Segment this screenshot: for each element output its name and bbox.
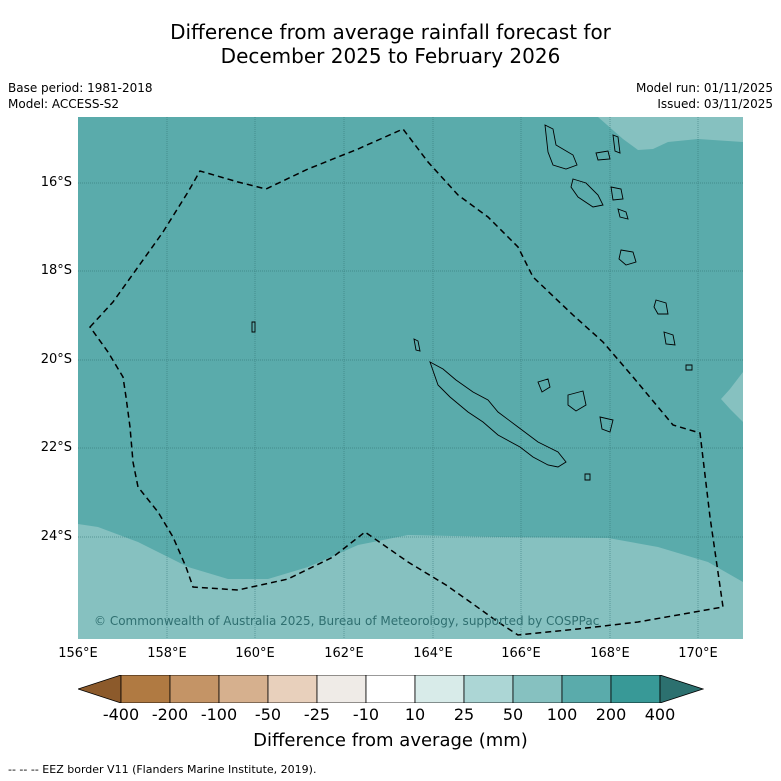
island-loyalty-2: [567, 390, 587, 412]
colorbar-label-0: -400: [102, 705, 140, 724]
colorbar-segment-3: [218, 675, 269, 703]
colorbar-segment-11: [610, 675, 661, 703]
colorbar-segment-10: [561, 675, 612, 703]
colorbar-label-2: -100: [200, 705, 238, 724]
colorbar-segment-9: [512, 675, 563, 703]
island-vanuatu-1: [544, 124, 578, 170]
meta-right: Model run: 01/11/2025 Issued: 03/11/2025: [636, 80, 773, 112]
lon-label-166e: 166°E: [501, 646, 541, 661]
colorbar-segment-7: [414, 675, 465, 703]
lon-label-156e: 156°E: [58, 646, 98, 661]
copyright-notice: © Commonwealth of Australia 2025, Bureau…: [94, 614, 599, 628]
light-band-south: [78, 524, 743, 639]
island-loyalty-north-2: [663, 331, 676, 346]
base-period: Base period: 1981-2018: [8, 81, 153, 95]
colorbar-label-3: -50: [254, 705, 282, 724]
colorbar-label-10: 200: [595, 705, 627, 724]
lat-label-18s: 18°S: [40, 263, 72, 278]
island-vanuatu-7: [618, 249, 637, 266]
lat-label-20s: 20°S: [40, 352, 72, 367]
light-band-east: [721, 372, 743, 422]
lon-label-170e: 170°E: [678, 646, 718, 661]
colorbar-arrow-low: [78, 675, 122, 703]
colorbar-segment-2: [169, 675, 220, 703]
colorbar-arrow-high: [659, 675, 704, 703]
meta-left: Base period: 1981-2018 Model: ACCESS-S2: [8, 80, 153, 112]
island-vanuatu-5: [610, 186, 624, 201]
eez-legend-footer: -- -- -- EEZ border V11 (Flanders Marine…: [8, 763, 317, 776]
lat-label-22s: 22°S: [40, 440, 72, 455]
island-northwest-1: [413, 338, 421, 352]
colorbar: [78, 675, 704, 703]
light-band-northeast: [598, 117, 743, 150]
colorbar-label-7: 25: [453, 705, 475, 724]
island-east-1: [685, 364, 693, 371]
island-loyalty-north-1: [653, 299, 669, 315]
island-vanuatu-4: [570, 178, 604, 208]
colorbar-segment-8: [463, 675, 514, 703]
lat-label-24s: 24°S: [40, 529, 72, 544]
lon-label-164e: 164°E: [413, 646, 453, 661]
chart-title: Difference from average rainfall forecas…: [0, 20, 781, 68]
lon-label-160e: 160°E: [235, 646, 275, 661]
island-walpole: [584, 473, 591, 481]
lat-label-16s: 16°S: [40, 175, 72, 190]
island-loyalty-3: [599, 416, 614, 433]
colorbar-label-5: -10: [352, 705, 380, 724]
colorbar-label-4: -25: [303, 705, 331, 724]
map: © Commonwealth of Australia 2025, Bureau…: [78, 117, 743, 639]
island-vanuatu-3: [612, 134, 621, 154]
colorbar-label-1: -200: [151, 705, 189, 724]
island-new-caledonia: [429, 361, 567, 468]
island-loyalty-1: [537, 378, 551, 393]
colorbar-label-11: 400: [644, 705, 676, 724]
island-vanuatu-6: [617, 208, 629, 220]
colorbar-segment-5: [316, 675, 367, 703]
lon-label-162e: 162°E: [324, 646, 364, 661]
eez-border: [89, 128, 724, 636]
colorbar-title: Difference from average (mm): [253, 730, 528, 751]
model-name: Model: ACCESS-S2: [8, 97, 120, 111]
colorbar-segment-4: [267, 675, 318, 703]
colorbar-label-8: 50: [502, 705, 524, 724]
title-line-2: December 2025 to February 2026: [220, 44, 561, 68]
title-line-1: Difference from average rainfall forecas…: [170, 20, 611, 44]
gridlines: [78, 117, 743, 639]
model-run: Model run: 01/11/2025: [635, 81, 773, 95]
lon-label-158e: 158°E: [147, 646, 187, 661]
colorbar-label-6: 10: [404, 705, 426, 724]
island-west-1: [251, 321, 256, 333]
lon-label-168e: 168°E: [590, 646, 630, 661]
island-vanuatu-2: [595, 150, 611, 161]
colorbar-segment-1: [120, 675, 171, 703]
islands: [251, 124, 693, 481]
issued-date: Issued: 03/11/2025: [657, 97, 773, 111]
colorbar-label-9: 100: [546, 705, 578, 724]
colorbar-segment-6: [365, 675, 416, 703]
